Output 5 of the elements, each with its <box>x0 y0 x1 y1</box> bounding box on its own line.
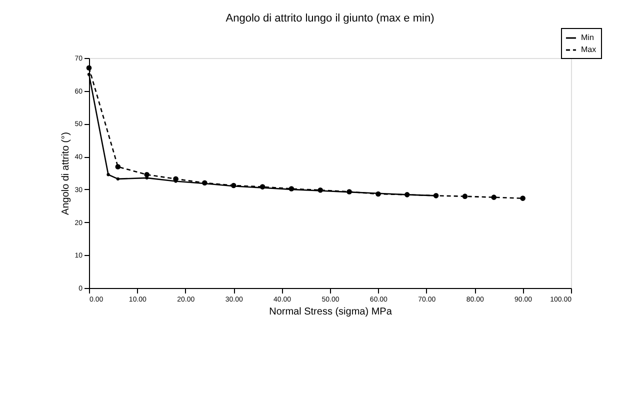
x-axis-title: Normal Stress (sigma) MPa <box>269 306 392 318</box>
legend-label: Max <box>581 45 596 54</box>
y-axis-title: Angolo di attrito (°) <box>60 132 72 215</box>
chart-title: Angolo di attrito lungo il giunto (max e min) <box>226 12 434 24</box>
legend-label: Min <box>581 33 594 42</box>
